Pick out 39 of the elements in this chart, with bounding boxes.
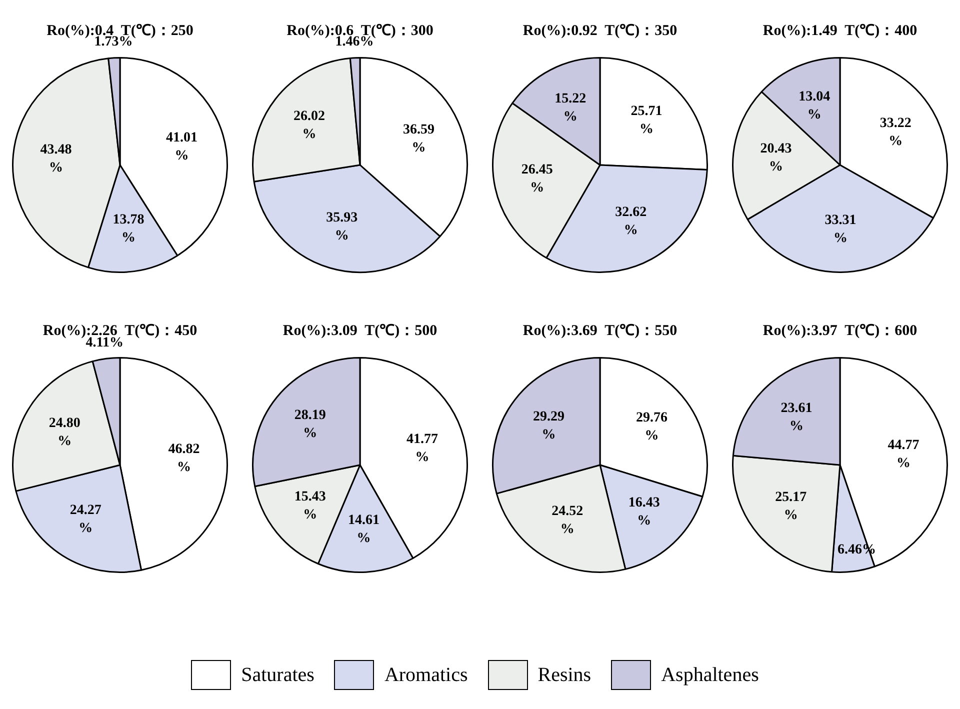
legend-label: Saturates xyxy=(241,664,314,686)
data-label: 13.04% xyxy=(798,90,830,123)
chart-title: Ro(%):3.09 T(℃)：500 xyxy=(282,322,438,339)
data-label: 24.52% xyxy=(552,504,584,538)
data-label: 29.29% xyxy=(533,410,565,443)
data-label: 41.77% xyxy=(406,432,438,466)
data-label: 26.02% xyxy=(293,109,325,142)
data-label: 41.01% xyxy=(166,130,198,164)
data-label: 43.48% xyxy=(40,142,72,176)
data-label: 15.43% xyxy=(294,489,326,522)
legend-label: Asphaltenes xyxy=(661,664,759,686)
data-label: 33.22% xyxy=(880,116,912,150)
legend-label: Resins xyxy=(538,664,592,686)
data-label: 23.61% xyxy=(780,401,812,434)
data-label: 29.76% xyxy=(636,410,668,444)
chart-title: Ro(%):3.97 T(℃)：600 xyxy=(762,322,918,339)
chart-title: Ro(%):3.69 T(℃)：550 xyxy=(522,322,678,339)
data-label: 35.93% xyxy=(326,210,358,244)
chart-title: Ro(%):0.92 T(℃)：350 xyxy=(522,22,678,39)
data-label: 26.45% xyxy=(521,162,553,196)
data-label: 46.82% xyxy=(168,442,200,476)
data-label: 16.43% xyxy=(628,495,660,528)
data-label: 14.61% xyxy=(348,512,380,546)
data-label: 25.17% xyxy=(775,490,807,524)
data-label: 24.27% xyxy=(70,503,102,536)
data-label: 36.59% xyxy=(402,122,434,156)
legend-label: Aromatics xyxy=(384,664,468,686)
data-label: 32.62% xyxy=(615,205,647,238)
chart-title: Ro(%):1.49 T(℃)：400 xyxy=(762,22,918,39)
data-label: 44.77% xyxy=(888,438,920,472)
data-label: 1.73% xyxy=(94,34,133,50)
data-label: 15.22% xyxy=(554,91,586,124)
data-label: 25.71% xyxy=(630,104,662,138)
data-label: 28.19% xyxy=(294,408,326,441)
data-label: 13.78% xyxy=(112,212,144,246)
data-label: 4.11% xyxy=(86,335,124,350)
data-label: 24.80% xyxy=(48,416,80,449)
data-label: 20.43% xyxy=(760,142,792,175)
data-label: 33.31% xyxy=(824,212,856,246)
